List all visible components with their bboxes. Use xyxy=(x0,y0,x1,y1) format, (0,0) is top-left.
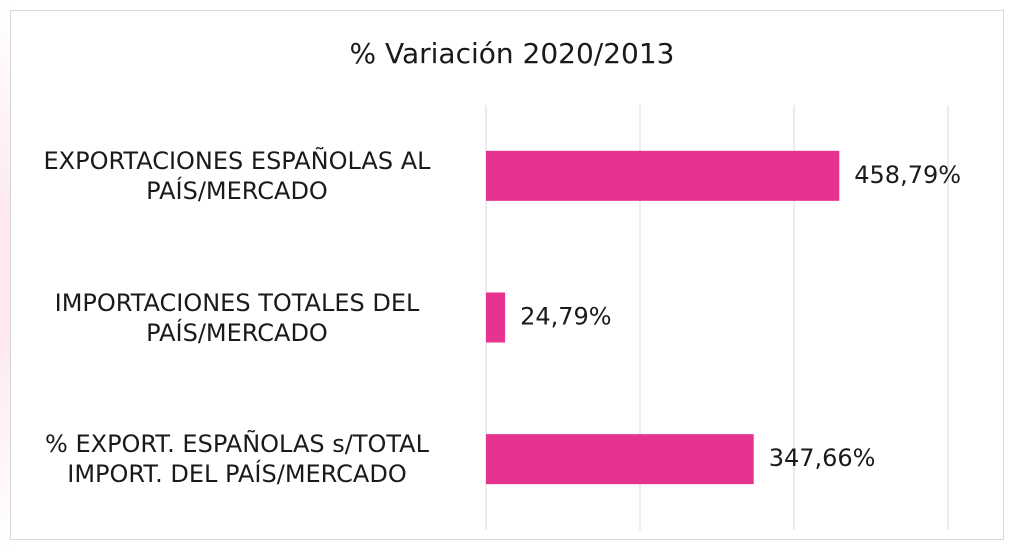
value-label: 458,79% xyxy=(854,161,961,189)
bar xyxy=(486,150,840,201)
chart-title: % Variación 2020/2013 xyxy=(350,37,675,70)
category-label: % EXPORT. ESPAÑOLAS s/TOTAL IMPORT. DEL … xyxy=(45,430,429,489)
value-label: 24,79% xyxy=(520,303,612,331)
value-label: 347,66% xyxy=(769,444,876,472)
bar xyxy=(486,292,506,343)
bar xyxy=(486,434,754,485)
chart-frame xyxy=(10,10,1004,540)
side-stripe xyxy=(0,0,10,552)
category-label: EXPORTACIONES ESPAÑOLAS AL PAÍS/MERCADO xyxy=(43,146,431,205)
category-label: IMPORTACIONES TOTALES DEL PAÍS/MERCADO xyxy=(54,288,420,347)
